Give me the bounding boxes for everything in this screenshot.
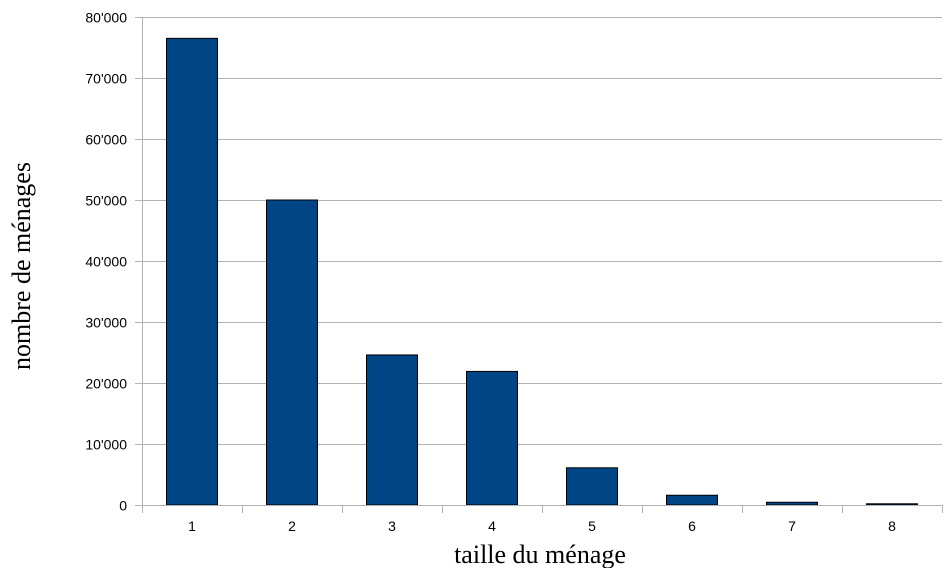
y-tick-label: 70'000 [85,71,127,87]
y-tick-label: 10'000 [85,437,127,453]
x-axis-title: taille du ménage [454,540,626,568]
bar-6 [666,494,718,506]
x-tick-label: 5 [588,518,596,534]
x-tick-label: 7 [788,518,796,534]
bar-4 [466,370,518,506]
bars [166,37,918,506]
bar-2 [266,199,318,506]
x-tick-label: 1 [188,518,196,534]
y-axis-title: nombre de ménages [7,162,36,370]
y-tick-label: 40'000 [85,254,127,270]
x-tick-label: 6 [688,518,696,534]
axes [135,17,943,513]
bar-7 [766,501,818,506]
bar-1 [166,37,218,506]
x-tick-label: 3 [388,518,396,534]
y-tick-label: 80'000 [85,10,127,26]
y-tick-label: 20'000 [85,376,127,392]
x-tick-label: 8 [888,518,896,534]
gridlines [142,17,942,445]
y-tick-label: 30'000 [85,315,127,331]
y-tick-label: 60'000 [85,132,127,148]
y-tick-label: 50'000 [85,193,127,209]
bar-8 [866,503,918,506]
y-tick-label: 0 [119,498,127,514]
bar-3 [366,354,418,506]
x-tick-label: 2 [288,518,296,534]
x-tick-label: 4 [488,518,496,534]
bar-5 [566,467,618,506]
tick-labels: 0 10'000 20'000 30'000 40'000 50'000 60'000 70'… [85,10,896,535]
